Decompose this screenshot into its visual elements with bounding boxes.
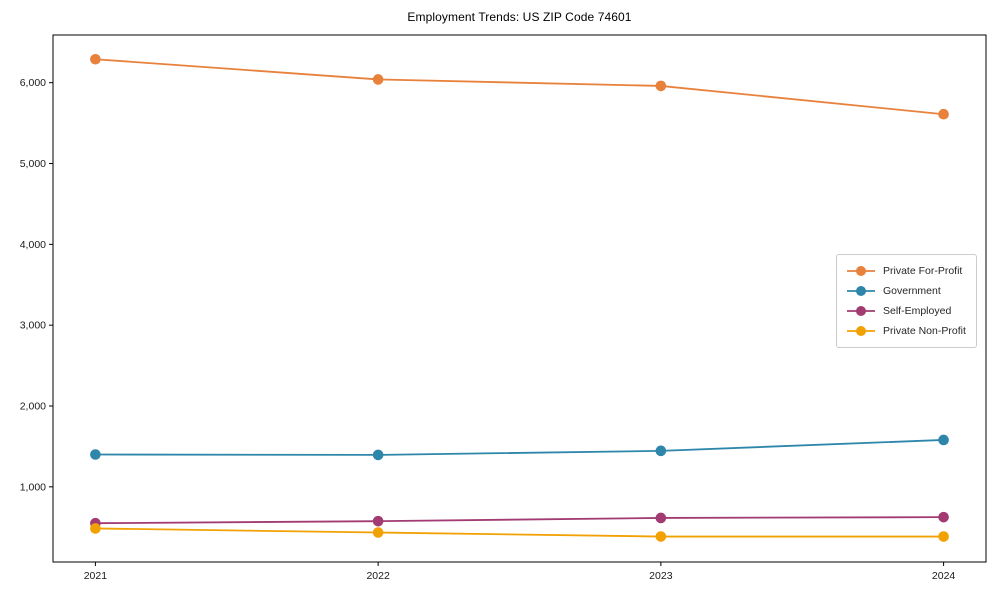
legend-item-private-for-profit: Private For-Profit <box>846 261 966 281</box>
data-point-marker <box>655 512 667 524</box>
y-tick-label: 4,000 <box>20 239 46 251</box>
x-tick-label: 2022 <box>366 570 390 582</box>
series-line <box>95 527 944 538</box>
series-line <box>95 516 944 525</box>
y-tick-label: 2,000 <box>20 401 46 413</box>
legend-label: Private Non-Profit <box>883 325 966 337</box>
y-tick-label: 6,000 <box>20 77 46 89</box>
legend-line-marker-icon <box>847 286 875 296</box>
data-point-marker <box>372 527 384 538</box>
series-line <box>95 439 944 456</box>
y-tick-label: 1,000 <box>20 481 46 493</box>
legend-sample-marker <box>856 266 866 276</box>
x-tick-label: 2024 <box>932 570 956 582</box>
legend-sample-marker <box>856 286 866 296</box>
data-point-marker <box>372 515 384 527</box>
data-point-marker <box>655 445 667 457</box>
legend-label: Self-Employed <box>883 305 952 317</box>
data-point-marker <box>90 449 101 460</box>
data-point-marker <box>938 434 949 446</box>
legend-line-marker-icon <box>847 266 875 276</box>
data-point-marker <box>90 523 101 534</box>
y-tick-label: 5,000 <box>20 158 46 170</box>
series-line <box>95 58 944 116</box>
legend-sample-marker <box>856 326 866 336</box>
data-point-marker <box>655 531 667 542</box>
legend-item-private-non-profit: Private Non-Profit <box>846 321 966 341</box>
y-tick-label: 3,000 <box>20 320 46 332</box>
data-point-marker <box>655 80 667 92</box>
chart-title: Employment Trends: US ZIP Code 74601 <box>407 10 632 24</box>
legend-item-self-employed: Self-Employed <box>846 301 966 321</box>
data-point-marker <box>938 108 949 120</box>
x-tick-label: 2021 <box>84 570 108 582</box>
data-point-marker <box>938 511 949 523</box>
plot-box <box>52 34 987 563</box>
data-point-marker <box>372 449 384 461</box>
legend-label: Private For-Profit <box>883 265 963 277</box>
legend-line-marker-icon <box>847 306 875 316</box>
legend-sample-marker <box>856 306 866 316</box>
legend-item-government: Government <box>846 281 966 301</box>
data-point-marker <box>90 53 101 65</box>
legend: Private For-Profit Government Self-Emplo… <box>836 254 977 348</box>
legend-label: Government <box>883 285 941 297</box>
data-point-marker <box>938 531 949 542</box>
legend-line-marker-icon <box>847 326 875 336</box>
data-point-marker <box>372 74 384 85</box>
x-tick-label: 2023 <box>649 570 673 582</box>
